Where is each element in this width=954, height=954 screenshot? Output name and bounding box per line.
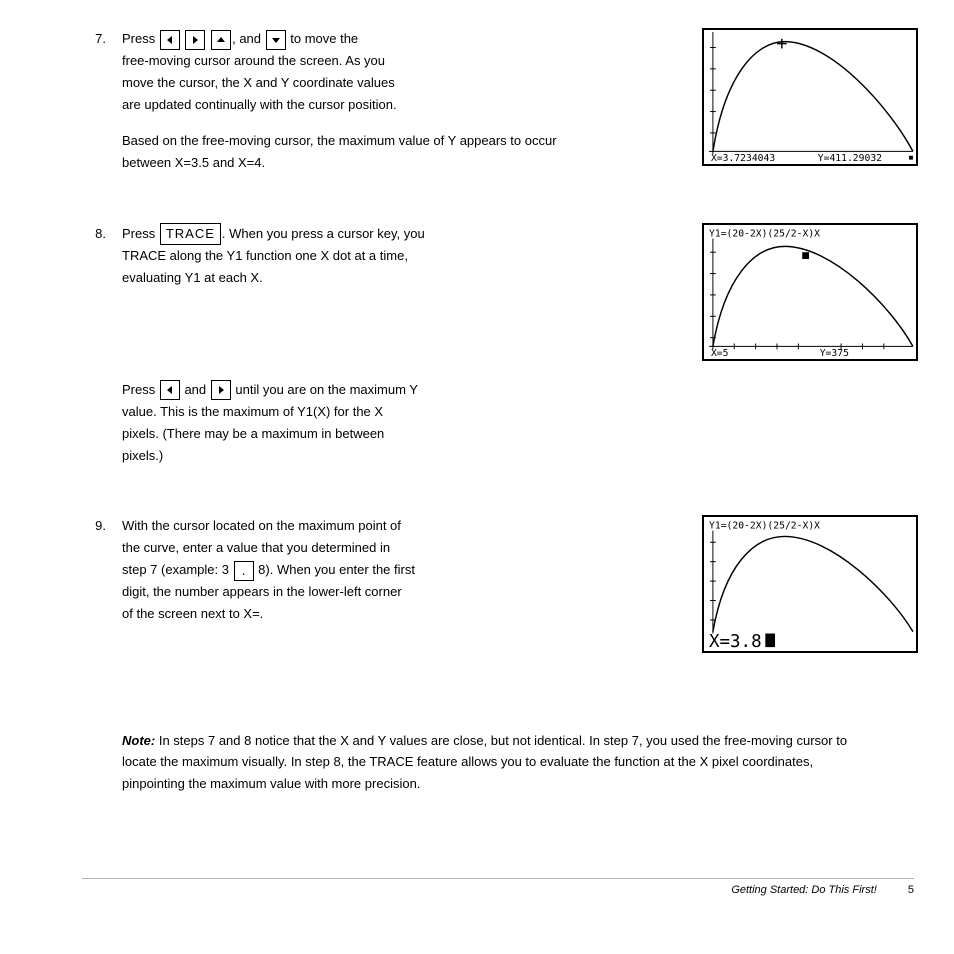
text-fragment: and [181,382,210,397]
text-line: the curve, enter a value that you determ… [122,537,582,559]
text-line: value. This is the maximum of Y1(X) for … [122,401,582,423]
trace-key: TRACE [160,223,221,245]
text-line: pixels. (There may be a maximum in betwe… [122,423,582,445]
text-line: TRACE along the Y1 function one X dot at… [122,245,582,267]
step-7-row: 7. Press , and to move the free-moving c… [82,28,918,175]
text-line: move the cursor, the X and Y coordinate … [122,72,582,94]
text-fragment: , and [232,31,265,46]
tip-text: Based on the free-moving cursor, the max… [122,130,582,174]
text-fragment: Press [122,31,159,46]
text-line: evaluating Y1 at each X. [122,267,582,289]
step-number: 7. [82,28,110,49]
note-title: Note: [122,733,155,748]
calculator-screen-2: Y1=(20-2X)(25/2-X)X [702,223,918,361]
text-fragment: 8). When you enter the first [255,562,415,577]
step-8b-text: Press and until you are on the maximum Y… [122,379,582,467]
step-number: 8. [82,223,110,244]
text-line: are updated continually with the cursor … [122,94,582,116]
note-block: Note: In steps 7 and 8 notice that the X… [122,730,862,794]
step-8-row: 8. Press TRACE. When you press a cursor … [82,223,918,361]
text-fragment: Press [122,382,159,397]
screen1-y-label: Y=411.29032 [818,153,882,164]
entry-cursor-block [765,633,775,647]
note-body: In steps 7 and 8 notice that the X and Y… [122,733,847,791]
step-7-text: Press , and to move the free-moving curs… [122,28,582,175]
text-fragment: . When you press a cursor key, you [222,226,425,241]
screen2-formula: Y1=(20-2X)(25/2-X)X [709,228,820,239]
text-line: free-moving cursor around the screen. As… [122,50,582,72]
footer-section: Getting Started: Do This First! [731,884,877,896]
footer-page: 5 [908,884,914,896]
screen3-entry: X=3.8 [709,632,762,652]
screen2-y-label: Y=375 [820,348,849,359]
screen3-formula: Y1=(20-2X)(25/2-X)X [709,521,820,532]
text-line: pixels.) [122,445,582,467]
step-number: 9. [82,515,110,536]
text-fragment: step 7 (example: 3 [122,562,233,577]
step-8-text: Press TRACE. When you press a cursor key… [122,223,582,290]
step-8b-row: Press and until you are on the maximum Y… [82,379,918,467]
right-arrow-key [211,380,231,400]
screen2-x-label: X=5 [711,348,729,359]
page-footer: Getting Started: Do This First! 5 [82,878,914,896]
text-line: of the screen next to X=. [122,603,582,625]
text-fragment: until you are on the maximum Y [232,382,418,397]
text-fragment: to move the [287,31,359,46]
up-arrow-key [211,30,231,50]
step-9-text: With the cursor located on the maximum p… [122,515,582,625]
text-line: digit, the number appears in the lower-l… [122,581,582,603]
text-fragment: Press [122,226,159,241]
down-arrow-key [266,30,286,50]
screen1-x-label: X=3.7234043 [711,153,775,164]
right-arrow-key [185,30,205,50]
decimal-key: . [234,561,254,581]
step-9-row: 9. With the cursor located on the maximu… [82,515,918,653]
calculator-screen-3: Y1=(20-2X)(25/2-X)X X=3.8 [702,515,918,653]
calculator-screen-1: X=3.7234043 Y=411.29032 [702,28,918,166]
left-arrow-key [160,380,180,400]
text-line: With the cursor located on the maximum p… [122,515,582,537]
left-arrow-key [160,30,180,50]
